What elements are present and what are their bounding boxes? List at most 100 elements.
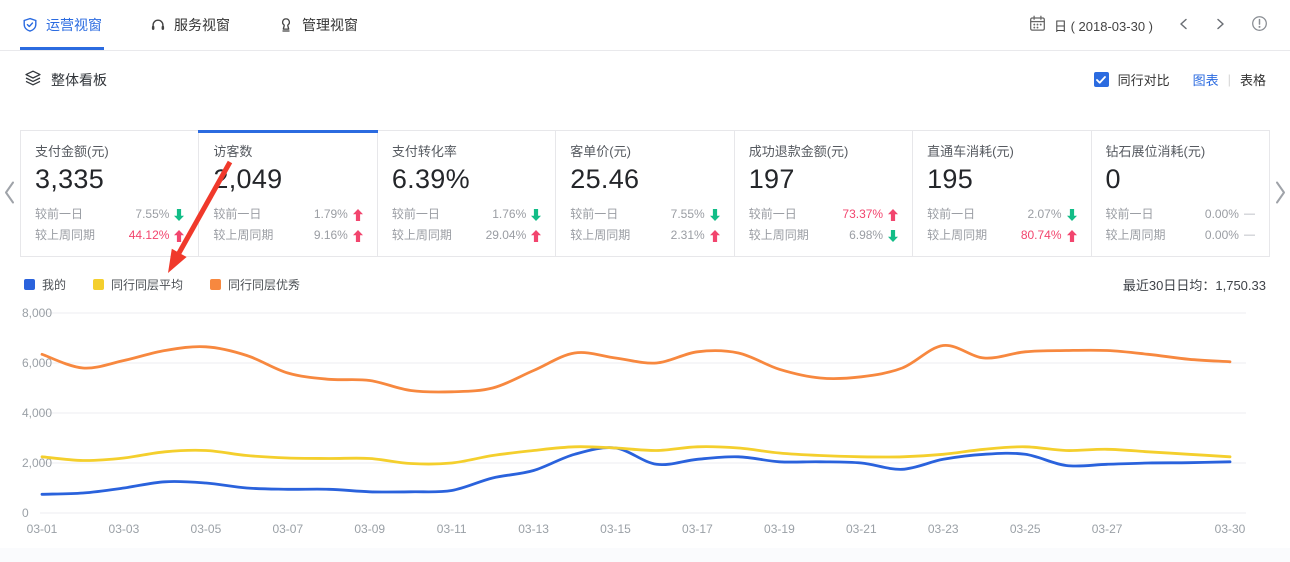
- x-axis-tick: 03-21: [846, 522, 877, 536]
- x-axis-tick: 03-17: [682, 522, 713, 536]
- tab-service-window[interactable]: 服务视窗: [150, 0, 230, 50]
- compare-label: 较前一日: [391, 207, 440, 221]
- compare-label: 较前一日: [1105, 207, 1154, 221]
- chevron-right-icon: [1214, 17, 1227, 34]
- metric-card-2[interactable]: 访客数 2,049 较前一日 1.79% 较上周同期 9.16%: [198, 130, 379, 256]
- metric-value: 25.46: [570, 164, 640, 194]
- info-button[interactable]: [1251, 15, 1268, 35]
- compare-value: 73.37%: [842, 207, 884, 221]
- chart-legend: 我的 同行同层平均 同行同层优秀: [24, 276, 300, 293]
- metric-value: 195: [927, 164, 974, 194]
- compare-row: 较上周同期 29.04%: [392, 225, 542, 246]
- x-axis-tick: 03-03: [109, 522, 140, 536]
- metric-card-4[interactable]: 客单价(元) 25.46 较前一日 7.55% 较上周同期 2.31%: [556, 131, 735, 256]
- compare-row: 较前一日 7.55%: [35, 204, 185, 225]
- compare-label: 较前一日: [748, 207, 797, 221]
- metric-title: 支付金额(元): [35, 144, 109, 159]
- metric-card-6[interactable]: 直通车消耗(元) 195 较前一日 2.07% 较上周同期 80.74%: [913, 131, 1092, 256]
- compare-value: 29.04%: [485, 228, 527, 242]
- legend-item-peer-best[interactable]: 同行同层优秀: [210, 276, 300, 293]
- x-axis-tick: 03-25: [1010, 522, 1041, 536]
- metric-title: 直通车消耗(元): [927, 144, 1014, 159]
- metric-title: 访客数: [213, 144, 253, 159]
- trend-down-icon: [174, 208, 185, 221]
- calendar-icon: [1029, 15, 1046, 35]
- date-range-text: 日 ( 2018-03-30 ): [1054, 18, 1153, 34]
- x-axis-tick: 03-13: [518, 522, 549, 536]
- chart-legend-row: 我的 同行同层平均 同行同层优秀 最近30日日均：1,750.33: [24, 276, 1266, 293]
- date-picker[interactable]: 日 ( 2018-03-30 ): [1029, 15, 1153, 35]
- compare-value: 2.07%: [1027, 207, 1062, 221]
- trend-chart: 0 2,000 4,000 6,000 8,000 03-01 03-03 03-05 03-0…: [22, 306, 1246, 536]
- compare-row: 较上周同期 0.00% —: [1106, 225, 1255, 246]
- x-axis-tick: 03-07: [272, 522, 303, 536]
- trend-up-icon: [352, 229, 363, 242]
- x-axis-tick: 03-27: [1092, 522, 1123, 536]
- metric-card-5[interactable]: 成功退款金额(元) 197 较前一日 73.37% 较上周同期 6.98%: [735, 131, 914, 256]
- trend-down-icon: [888, 229, 899, 242]
- compare-value: 1.79%: [313, 207, 348, 221]
- trend-down-icon: [709, 208, 720, 221]
- compare-label: 较上周同期: [1105, 228, 1166, 242]
- chart-wrap: 0 2,000 4,000 6,000 8,000 03-01 03-03 03-05 03-0…: [0, 300, 1290, 550]
- y-axis-tick: 8,000: [22, 306, 52, 320]
- compare-value: 1.76%: [492, 207, 527, 221]
- top-navigation-bar: 运营视窗 服务视窗 管理视窗 日 ( 2018-03-30 ): [0, 0, 1290, 51]
- trend-up-icon: [352, 208, 363, 221]
- x-axis-tick: 03-30: [1215, 522, 1246, 536]
- compare-value: 7.55%: [670, 207, 705, 221]
- date-prev-button[interactable]: [1177, 17, 1190, 34]
- date-next-button[interactable]: [1214, 17, 1227, 34]
- tab-operations-window[interactable]: 运营视窗: [20, 0, 104, 50]
- tab-management-window[interactable]: 管理视窗: [278, 0, 358, 50]
- compare-row: 较上周同期 9.16%: [213, 225, 363, 246]
- compare-row: 较前一日 73.37%: [748, 204, 899, 225]
- compare-row: 较上周同期 6.98%: [749, 225, 899, 246]
- compare-value: 44.12%: [128, 228, 170, 242]
- compare-value: 0.00%: [1204, 228, 1239, 242]
- x-axis-tick: 03-01: [27, 522, 58, 536]
- peer-compare-checkbox[interactable]: [1093, 72, 1109, 87]
- metric-card-1[interactable]: 支付金额(元) 3,335 较前一日 7.55% 较上周同期 44.12%: [21, 131, 200, 256]
- chevron-left-icon: [3, 179, 15, 208]
- x-axis-tick: 03-11: [437, 522, 467, 536]
- trend-flat-icon: —: [1243, 208, 1255, 220]
- y-axis-tick: 4,000: [22, 406, 52, 420]
- metric-value: 6.39%: [391, 164, 470, 194]
- badge-icon: [278, 17, 294, 33]
- trend-up-icon: [709, 229, 720, 242]
- legend-item-peer-avg[interactable]: 同行同层平均: [93, 276, 183, 293]
- metric-card-3[interactable]: 支付转化率 6.39% 较前一日 1.76% 较上周同期 29.04%: [378, 131, 557, 256]
- trend-down-icon: [1066, 208, 1077, 221]
- view-toggle-divider: |: [1227, 72, 1231, 87]
- compare-value: 2.31%: [670, 228, 705, 242]
- series-line-peer-best: [40, 344, 1232, 394]
- tab-label: 运营视窗: [46, 17, 102, 33]
- view-toggle-chart[interactable]: 图表: [1192, 73, 1219, 88]
- legend-item-mine[interactable]: 我的: [24, 276, 66, 293]
- legend-label: 同行同层优秀: [228, 277, 301, 292]
- series-line-mine: [40, 446, 1232, 496]
- headset-icon: [150, 17, 166, 33]
- window-tabs: 运营视窗 服务视窗 管理视窗: [20, 0, 406, 50]
- view-toggle-table[interactable]: 表格: [1239, 73, 1266, 88]
- thirty-day-average: 最近30日日均：1,750.33: [1122, 277, 1266, 293]
- legend-swatch-peer-best: [210, 278, 222, 290]
- metric-title: 钻石展位消耗(元): [1105, 144, 1206, 159]
- compare-row: 较上周同期 44.12%: [35, 225, 185, 246]
- metric-value: 3,335: [35, 164, 105, 194]
- metric-card-7[interactable]: 钻石展位消耗(元) 0 较前一日 0.00% — 较上周同期 0.00% —: [1092, 131, 1269, 256]
- compare-label: 较前一日: [35, 207, 84, 221]
- shield-icon: [22, 17, 38, 33]
- legend-swatch-mine: [24, 278, 35, 290]
- metric-title: 支付转化率: [391, 144, 457, 159]
- peer-compare-label[interactable]: 同行对比: [1117, 73, 1170, 88]
- compare-row: 较前一日 1.79%: [213, 204, 363, 225]
- metric-title: 客单价(元): [570, 144, 631, 159]
- cards-scroll-right-button[interactable]: [1275, 179, 1287, 208]
- compare-label: 较前一日: [927, 207, 976, 221]
- metric-value: 0: [1105, 164, 1121, 194]
- trend-up-icon: [1066, 229, 1077, 242]
- cards-scroll-left-button[interactable]: [3, 179, 15, 208]
- trend-up-icon: [888, 208, 899, 221]
